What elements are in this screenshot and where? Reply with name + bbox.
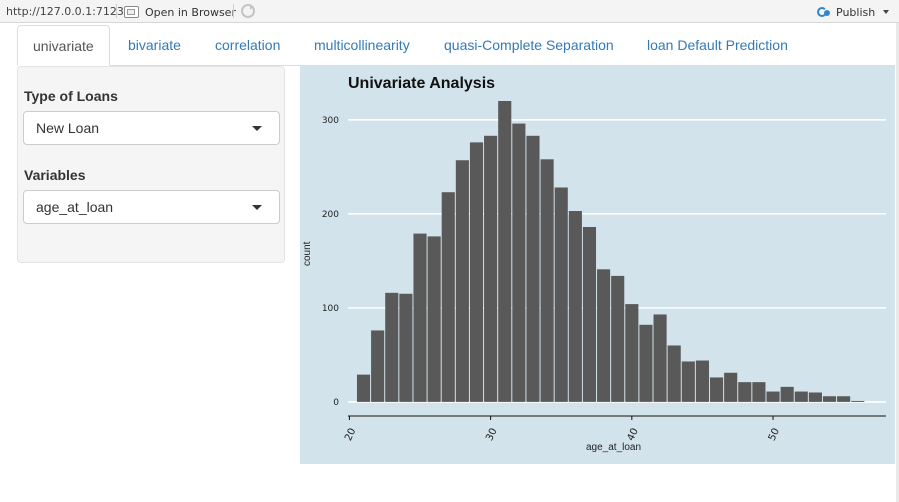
histogram-bar [498,101,512,402]
histogram-bar [611,275,625,402]
histogram-bar [526,135,540,402]
tab-univariate[interactable]: univariate [17,25,110,66]
viewer-toolbar: http://127.0.0.1:7123 Open in Browser Pu… [0,0,899,23]
histogram-bar [356,374,371,402]
loan-type-label: Type of Loans [24,88,118,104]
histogram-bar [625,304,639,402]
toolbar-divider [116,4,117,18]
chevron-down-icon [252,205,262,210]
histogram-bar [582,227,597,402]
histogram-bar [455,160,469,402]
histogram-bar [752,382,766,402]
x-tick-label: 40 [626,427,641,443]
open-in-browser-label: Open in Browser [145,5,236,19]
histogram-bar [709,377,724,402]
histogram-chart: 0 100 200 300 20 30 40 50 [322,101,886,443]
histogram-bar [794,391,808,402]
histogram-bar [681,361,695,402]
tab-bivariate[interactable]: bivariate [128,37,181,53]
x-tick-label: 30 [484,427,499,443]
tab-multicollinearity[interactable]: multicollinearity [314,37,410,53]
histogram-bar [851,400,865,402]
window-icon [124,6,139,18]
refresh-icon[interactable] [241,4,255,18]
histogram-bar [484,135,498,402]
histogram-bar [441,192,455,402]
x-tick-label: 50 [767,427,782,443]
histogram-bar [554,187,568,402]
histogram-bar [738,382,752,402]
histogram-bar [766,391,780,402]
histogram-bar [568,211,582,402]
histogram-bar [667,345,681,402]
x-axis-label: age_at_loan [586,442,642,453]
toolbar-divider [233,4,234,18]
histogram-bar [695,360,709,402]
loan-type-value: New Loan [36,120,100,136]
variables-label: Variables [24,167,86,183]
histogram-bar [780,386,794,402]
histogram-bar [413,233,427,402]
publish-button[interactable]: Publish [817,4,890,20]
histogram-bar [822,396,837,402]
histogram-bar [724,372,738,402]
x-tick-label: 20 [343,427,358,443]
chevron-down-icon[interactable] [883,10,890,14]
loan-type-select[interactable]: New Loan [23,111,280,145]
variables-select[interactable]: age_at_loan [23,190,280,224]
histogram-bar [385,292,399,402]
address-url[interactable]: http://127.0.0.1:7123 [6,5,124,18]
y-tick-label: 100 [322,304,339,314]
histogram-bar [427,236,441,402]
tab-loan-default-prediction[interactable]: loan Default Prediction [647,37,788,53]
tab-quasi-complete-separation[interactable]: quasi-Complete Separation [444,37,614,53]
univariate-plot: 0 100 200 300 20 30 40 50 Univariate Analysis c… [300,66,895,464]
histogram-bar [469,142,484,402]
histogram-bar [639,324,653,402]
publish-label: Publish [836,5,876,19]
histogram-bar [653,314,667,402]
sidebar-panel: Type of Loans New Loan Variables age_at_… [17,66,285,263]
plot-title: Univariate Analysis [348,75,496,92]
tab-divider [17,65,895,66]
variables-value: age_at_loan [36,199,114,215]
histogram-bar [399,293,413,402]
histogram-bar [808,392,822,402]
publish-icon [817,5,831,19]
scrollbar-edge [896,23,899,502]
y-tick-label: 300 [322,116,339,126]
histogram-bar [837,396,851,402]
histogram-bar [512,123,526,402]
tab-correlation[interactable]: correlation [215,37,281,53]
y-axis-label: count [302,241,313,266]
y-tick-label: 200 [322,210,339,220]
histogram-bar [371,330,385,402]
histogram-bar [597,269,611,402]
y-tick-label: 0 [333,398,339,408]
histogram-bar [540,159,554,402]
chevron-down-icon [252,126,262,131]
open-in-browser-button[interactable]: Open in Browser [124,4,236,20]
